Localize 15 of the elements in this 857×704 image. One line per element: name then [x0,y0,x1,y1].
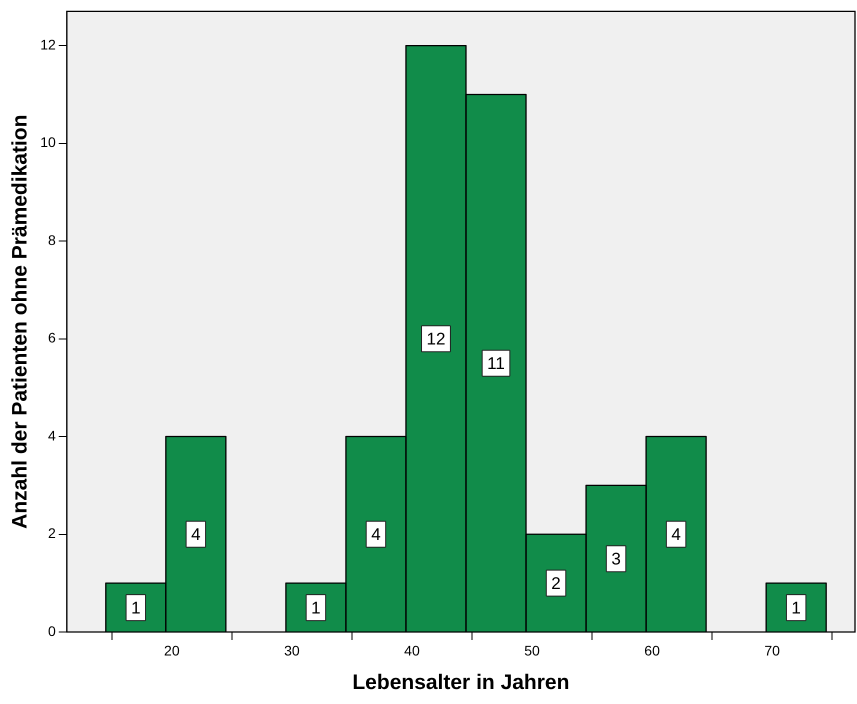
y-axis-title: Anzahl der Patienten ohne Prämedikation [8,114,32,529]
x-tick-label: 70 [764,642,780,658]
y-tick-label: 2 [48,525,56,542]
y-tick-label: 12 [40,36,56,52]
y-tick-label: 8 [48,232,56,248]
x-tick-label: 40 [404,642,420,658]
x-axis-title: Lebensalter in Jahren [352,671,570,694]
y-tick-label: 0 [48,622,56,639]
x-tick-label: 50 [524,642,540,658]
x-tick-label: 60 [644,642,660,658]
y-tick-label: 4 [48,427,56,444]
y-tick-label: 10 [40,134,56,150]
x-tick-label: 20 [164,642,180,658]
y-tick-label: 6 [48,330,56,346]
x-tick-label: 30 [284,642,300,658]
